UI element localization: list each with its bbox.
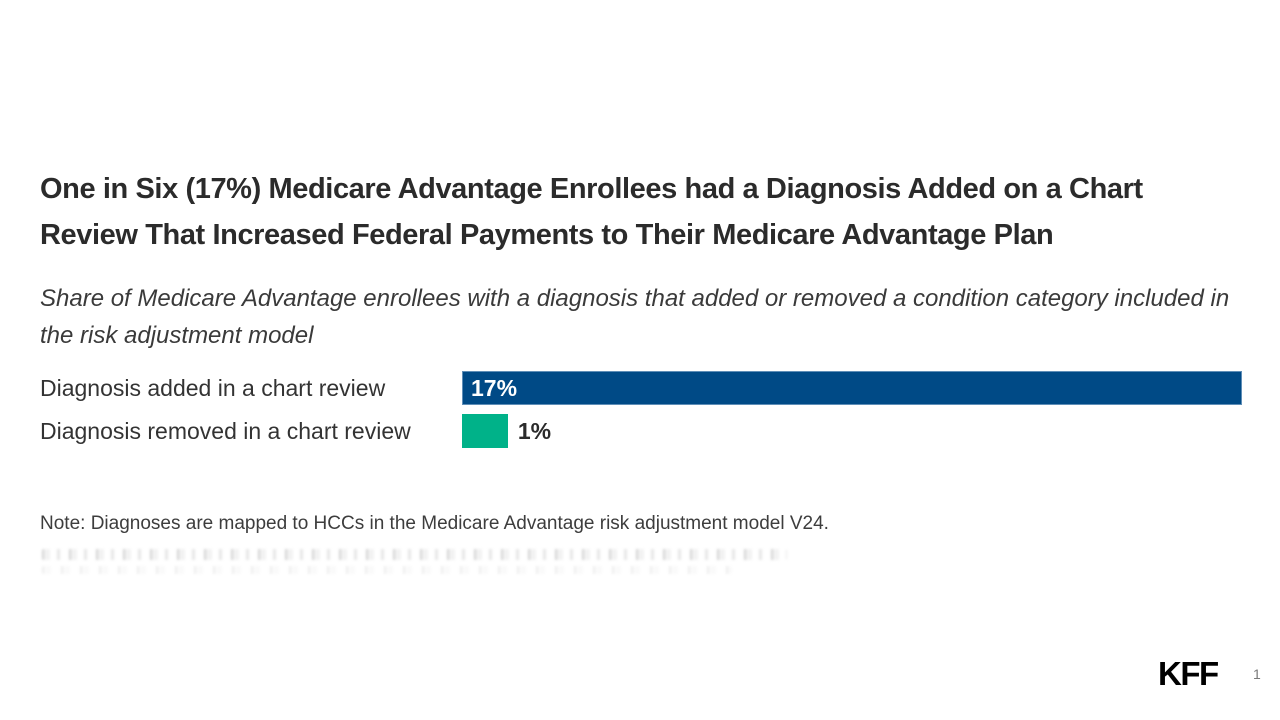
bar-row-added: Diagnosis added in a chart review 17%	[40, 371, 1242, 405]
bar-added: 17%	[462, 371, 1242, 405]
chart-title: One in Six (17%) Medicare Advantage Enro…	[40, 173, 1143, 251]
bar-label-removed: Diagnosis removed in a chart review	[40, 418, 411, 444]
bar-track-removed: 1%	[462, 414, 1242, 448]
kff-logo: KFF	[1158, 655, 1219, 692]
bar-chart: Diagnosis added in a chart review 17% Di…	[40, 371, 1242, 457]
bar-row-removed: Diagnosis removed in a chart review 1%	[40, 414, 1242, 448]
bar-label-added: Diagnosis added in a chart review	[40, 375, 386, 401]
page-number: 1	[1253, 666, 1261, 682]
faded-source-line-1	[42, 549, 787, 560]
bar-removed	[462, 414, 508, 448]
bar-track-added: 17%	[462, 371, 1242, 405]
faded-source-line-2	[42, 566, 732, 574]
bar-value-removed: 1%	[517, 418, 552, 444]
bar-value-added: 17%	[471, 375, 518, 401]
chart-subtitle: Share of Medicare Advantage enrollees wi…	[40, 285, 1230, 349]
note-text: Note: Diagnoses are mapped to HCCs in th…	[40, 513, 829, 534]
